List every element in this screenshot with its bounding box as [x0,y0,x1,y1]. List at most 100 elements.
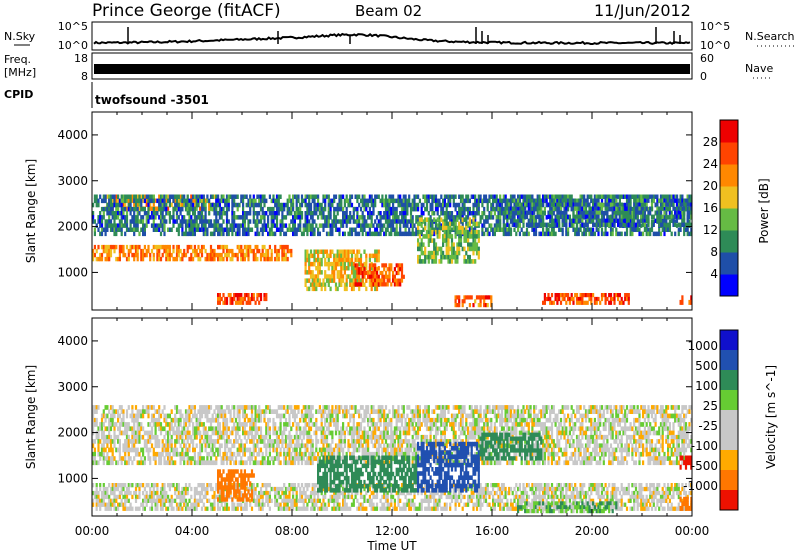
echo-cell [365,231,368,237]
echo-cell [213,426,216,432]
echo-cell [513,206,516,212]
echo-cell [615,214,618,219]
echo-cell [184,219,188,224]
echo-cell [227,447,230,453]
echo-cell [199,460,202,466]
echo-cell [302,198,305,204]
echo-cell [240,460,243,466]
echo-cell [640,206,643,212]
echo-cell [620,218,623,223]
echo-cell [109,413,113,419]
echo-cell [158,417,161,423]
echo-cell [133,227,136,232]
echo-cell [125,219,129,224]
echo-cell [334,227,338,232]
echo-cell [415,202,418,208]
echo-cell [213,211,216,216]
echo-cell [654,231,657,237]
echo-cell [218,413,221,419]
echo-cell [304,261,307,267]
echo-cell [250,451,254,457]
echo-cell [200,413,204,419]
echo-cell [520,206,523,211]
echo-cell [363,261,366,267]
echo-cell [129,198,132,204]
echo-cell [322,198,325,204]
echo-cell [167,451,170,457]
echo-cell [545,227,548,232]
colorbar-swatch [720,252,738,275]
echo-cell [118,202,121,208]
echo-cell [111,405,114,410]
echo-cell [477,211,480,216]
echo-cell [495,194,498,199]
echo-cell [209,219,213,224]
echo-cell [188,447,191,453]
echo-cell [659,202,663,208]
echo-cell [625,214,629,219]
echo-cell [536,206,539,211]
echo-cell [308,286,311,292]
echo-cell [304,223,307,228]
echo-cell [442,198,445,204]
echo-cell [254,417,257,423]
echo-cell [643,214,646,219]
echo-cell [268,206,271,212]
echo-cell [192,413,195,419]
echo-cell [236,215,239,220]
echo-cell [350,249,354,254]
echo-cell [202,409,205,414]
echo-cell [240,215,243,220]
echo-cell [224,422,227,427]
echo-cell [561,214,564,219]
echo-cell [147,405,150,410]
echo-cell [584,293,588,298]
echo-cell [413,202,416,208]
echo-cell [679,211,682,216]
echo-cell [163,231,166,237]
echo-cell [136,451,139,457]
echo-cell [211,439,214,444]
echo-cell [167,194,170,199]
echo-cell [284,252,288,258]
echo-cell [400,211,404,216]
echo-cell [647,227,650,232]
echo-cell [456,215,459,220]
echo-cell [442,242,445,247]
echo-cell [184,202,188,208]
echo-cell [525,222,529,227]
echo-cell [234,202,238,208]
echo-cell [584,231,588,237]
echo-cell [317,282,320,287]
echo-cell [434,242,438,247]
echo-cell [275,202,279,208]
echo-cell [363,267,366,272]
echo-cell [258,202,261,208]
echo-cell [483,295,486,300]
echo-cell [215,405,218,410]
echo-cell [572,210,575,215]
echo-cell [186,417,189,423]
echo-cell [115,244,118,250]
echo-cell [206,409,209,414]
echo-cell [458,295,461,300]
echo-cell [690,295,693,301]
echo-cell [538,202,541,207]
echo-cell [549,210,552,215]
echo-cell [511,211,514,216]
echo-cell [575,293,579,298]
echo-cell [529,194,532,199]
echo-cell [217,211,220,216]
echo-cell [199,219,202,224]
echo-cell [242,227,245,232]
echo-cell [102,248,105,254]
echo-cell [275,256,279,262]
echo-cell [147,198,150,204]
echo-cell [579,223,582,228]
echo-cell [608,206,611,212]
echo-cell [211,460,214,466]
echo-cell [261,227,264,232]
echo-cell [249,248,252,254]
echo-cell [158,460,161,466]
echo-cell [361,219,364,224]
